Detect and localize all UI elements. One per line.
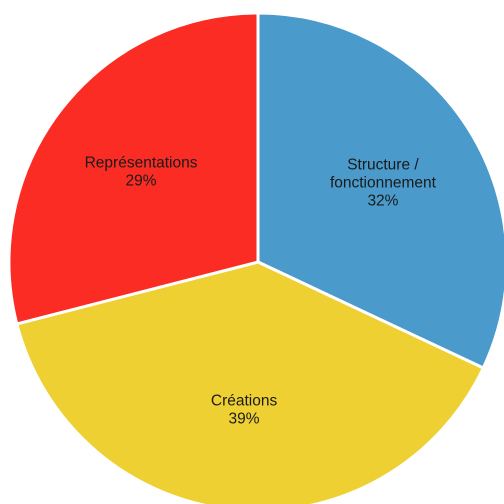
slice-category-label: Structure / xyxy=(347,157,419,174)
slice-category-label: fonctionnement xyxy=(330,175,437,192)
slice-percent-label: 29% xyxy=(126,172,157,189)
slice-representations[interactable] xyxy=(7,11,260,326)
slice-structure-fonctionnement[interactable] xyxy=(256,11,504,370)
slice-category-label: Représentations xyxy=(85,154,198,171)
slice-percent-label: 32% xyxy=(367,193,398,210)
slice-label-representations: Représentations 29% xyxy=(85,154,198,189)
pie-labels: Structure / fonctionnement 32% Créations 39%… xyxy=(85,154,437,427)
slice-label-creations: Créations 39% xyxy=(211,392,278,427)
slice-label-structure-fonctionnement: Structure / fonctionnement 32% xyxy=(330,157,437,210)
slice-percent-label: 39% xyxy=(229,410,260,427)
slice-creations[interactable] xyxy=(15,260,485,504)
pie-slices xyxy=(7,11,504,504)
slice-category-label: Créations xyxy=(211,392,278,409)
